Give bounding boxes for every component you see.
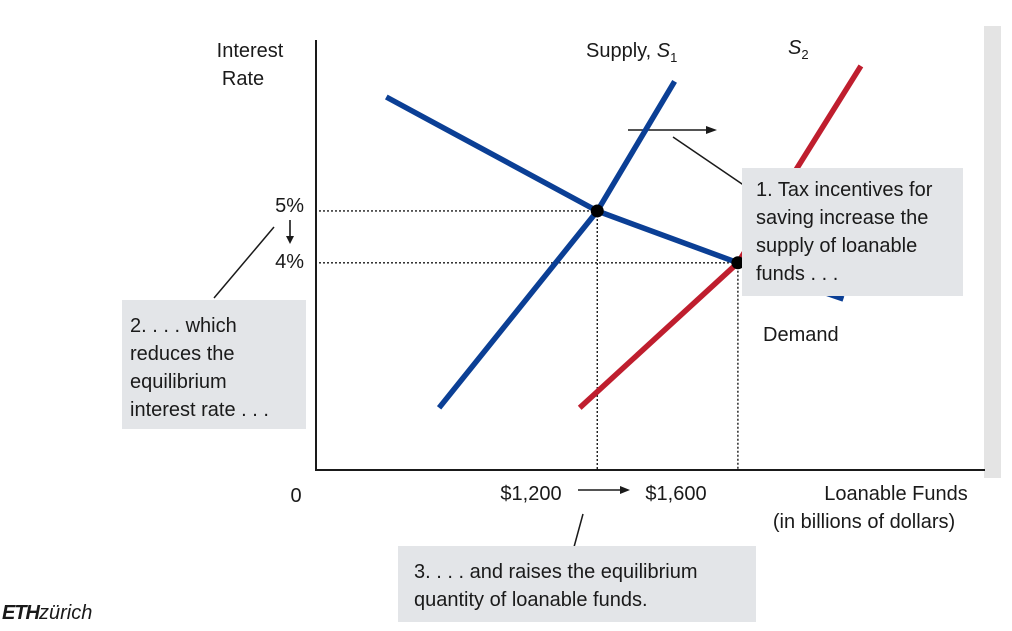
x-axis-label-line2: (in billions of dollars) <box>773 511 955 533</box>
supply-s1-label: Supply, S1 <box>586 40 677 65</box>
supply-shift-arrow <box>628 126 717 134</box>
equilibrium-point-1 <box>731 256 745 270</box>
supply-s1-label-subscript: 1 <box>670 50 677 65</box>
logo-bold-text: ETH <box>2 602 40 624</box>
equilibrium-points <box>590 204 745 270</box>
x-tick-label-1600: $1,600 <box>645 483 706 505</box>
logo-text: zürich <box>39 602 93 624</box>
y-tick-label-5: 5% <box>275 195 304 217</box>
axis-shadow-y <box>984 26 1001 478</box>
annotation-step-1: 1. Tax incentives for saving increase th… <box>742 168 963 296</box>
callout-line-3 <box>573 513 584 548</box>
x-axis-label-line1: Loanable Funds <box>824 483 967 505</box>
y-axis-label-line1: Interest <box>217 40 284 62</box>
supply-s1-label-symbol: S <box>657 40 671 62</box>
supply-s2-label: S2 <box>788 37 809 62</box>
supply-s2-label-symbol: S <box>788 37 802 59</box>
annotation-step-2: 2. . . . which reduces the equilibrium i… <box>122 300 306 429</box>
x-tick-label-1200: $1,200 <box>500 483 561 505</box>
demand-label: Demand <box>763 324 839 346</box>
guide-lines <box>319 210 739 469</box>
quantity-right-arrow <box>578 486 630 494</box>
y-axis-label-line2: Rate <box>222 68 264 90</box>
annotation-step-3: 3. . . . and raises the equilibrium quan… <box>398 546 756 622</box>
origin-label: 0 <box>290 485 301 507</box>
eth-zurich-logo: ETHzürich <box>2 602 92 625</box>
rate-down-arrow <box>286 220 294 244</box>
supply-s1-label-main: Supply, <box>586 40 657 62</box>
supply-s2-label-subscript: 2 <box>801 47 808 62</box>
callout-line-1 <box>672 136 746 187</box>
y-tick-label-4: 4% <box>275 251 304 273</box>
callout-line-2 <box>213 226 275 299</box>
equilibrium-point-0 <box>590 204 604 218</box>
